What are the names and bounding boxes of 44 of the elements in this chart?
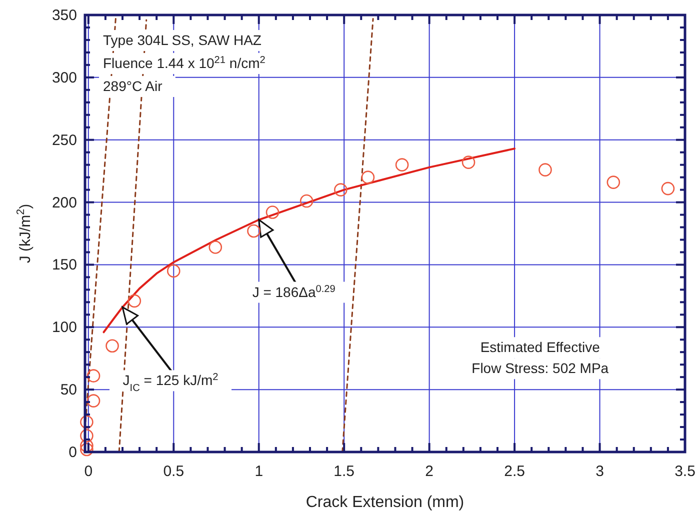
- point: [80, 439, 94, 452]
- x-tick-label: 1: [254, 463, 264, 480]
- x-tick-label: 0: [84, 463, 93, 480]
- point: [166, 264, 180, 278]
- y-tick-label: 350: [52, 7, 77, 24]
- point: [462, 156, 476, 169]
- point: [395, 158, 409, 172]
- point: [661, 182, 675, 196]
- x-tick-label: 2: [425, 463, 434, 480]
- point: [361, 170, 375, 184]
- annotation: Fluence 1.44 x 10$^{21}$ n/cm$^{2}$: [103, 54, 266, 71]
- point: [86, 369, 100, 382]
- y-tick-label: 50: [60, 382, 77, 399]
- x-tick-label: 1.5: [334, 463, 355, 480]
- point: [80, 429, 94, 442]
- y-tick-label: 100: [52, 319, 77, 336]
- annotation: J$_{IC}$ = 125 kJ/m$^{2}$: [122, 372, 219, 394]
- point: [300, 194, 314, 208]
- annotation: Type 304L SS, SAW HAZ: [103, 32, 262, 48]
- point: [247, 224, 260, 238]
- y-tick-label: 250: [52, 132, 77, 149]
- x-tick-label: 2.5: [504, 463, 525, 480]
- annotation: 289°C Air: [103, 78, 163, 94]
- point: [538, 163, 552, 176]
- point: [606, 176, 620, 189]
- point: [86, 394, 100, 408]
- point: [128, 294, 142, 308]
- annotation: J = 186Δa$^{0.29}$: [252, 283, 336, 300]
- y-tick-label: 0: [68, 444, 77, 461]
- line-series: [102, 148, 516, 334]
- x-axis-title: Crack Extension (mm): [306, 494, 464, 511]
- point: [334, 183, 348, 196]
- point: [106, 339, 119, 353]
- x-tick-label: 3.5: [674, 463, 696, 480]
- y-tick-label: 150: [52, 256, 77, 274]
- point: [266, 206, 280, 219]
- point: [208, 240, 222, 254]
- y-tick-label: 200: [52, 194, 77, 212]
- y-tick-label: 300: [52, 69, 77, 86]
- annotation: Estimated Effective Flow Stress: 502 MPa: [472, 339, 609, 376]
- x-tick-label: 3: [596, 463, 604, 480]
- point: [80, 415, 94, 429]
- point: [80, 442, 94, 456]
- x-tick-label: 0.5: [163, 463, 184, 480]
